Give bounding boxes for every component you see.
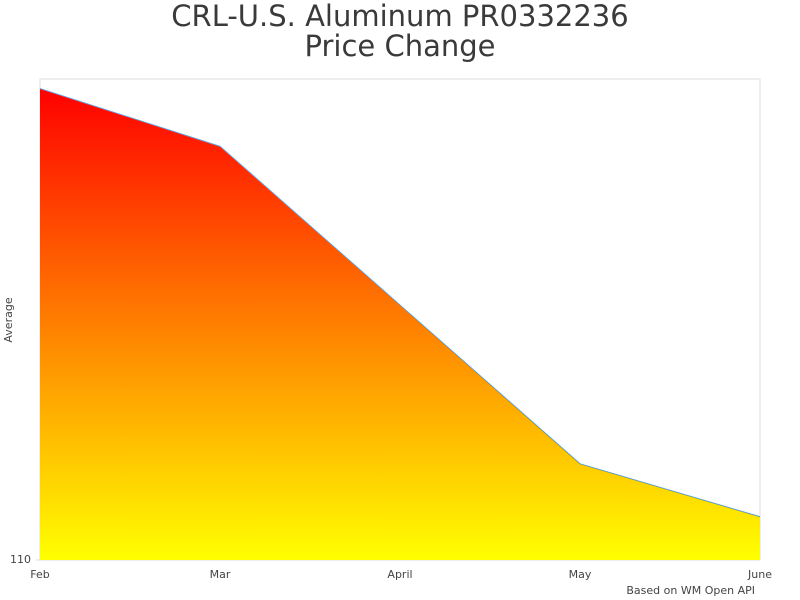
x-tick-label: April: [387, 568, 412, 581]
chart-title: CRL-U.S. Aluminum PR0332236: [171, 0, 628, 33]
y-tick-label: 110: [10, 553, 31, 566]
line: [39, 88, 761, 518]
footer: Based on WM Open API: [626, 584, 755, 597]
chart-subtitle: Price Change: [305, 29, 496, 63]
y-axis-label: Average: [2, 297, 15, 342]
area: [40, 88, 760, 561]
x-tick-label: June: [747, 568, 772, 581]
x-tick-label: May: [569, 568, 592, 581]
x-tick-label: Mar: [210, 568, 231, 581]
x-tick-label: Feb: [30, 568, 49, 581]
